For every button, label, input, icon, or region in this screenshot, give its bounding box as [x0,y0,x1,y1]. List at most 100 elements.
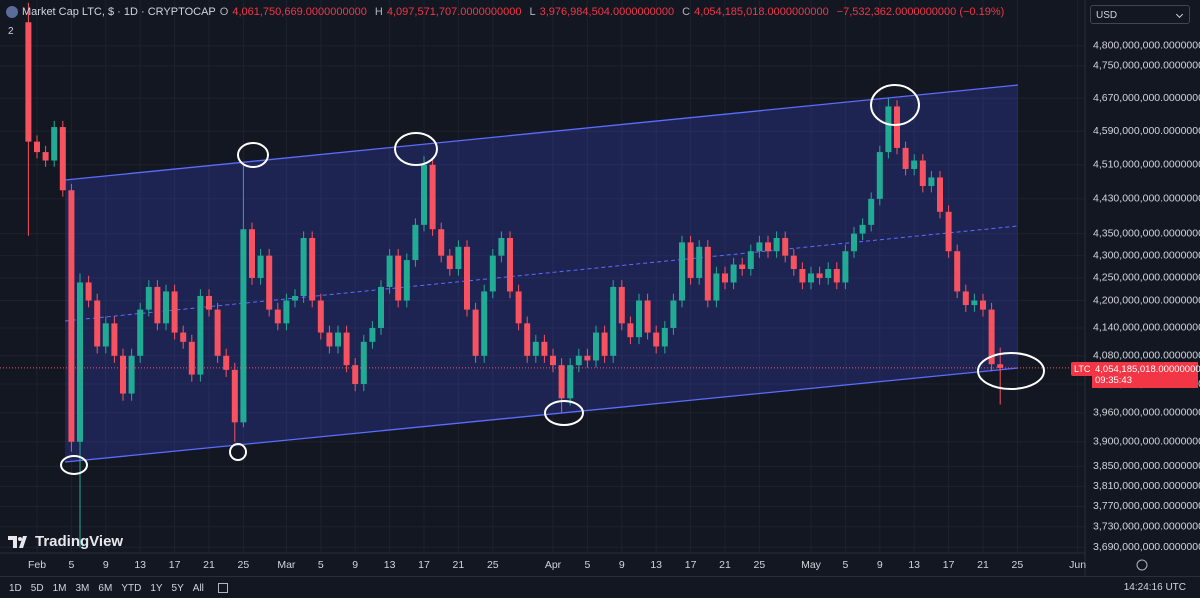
candle-body [266,255,273,310]
y-tick-label: 3,960,000,000.0000000000 [1093,406,1200,418]
y-tick-label: 3,730,000,000.0000000000 [1093,521,1200,533]
candle-body [180,332,187,342]
channel-bottom [64,367,1019,463]
candle-body [790,255,797,269]
range-button[interactable]: 5Y [171,582,184,594]
y-tick-label: 4,800,000,000.0000000000 [1093,40,1200,52]
x-tick-label: Feb [28,559,46,571]
x-tick-label: 21 [977,559,989,571]
annotations [60,84,1045,475]
candle-body [274,309,281,324]
candle-body [644,300,651,333]
y-tick-label: 4,300,000,000.0000000000 [1093,249,1200,261]
candle-body [937,177,943,212]
price-tag-value: 4,054,185,018.0000000000 [1095,364,1200,375]
circle-annotation [544,400,584,426]
candle-body [541,341,548,356]
y-tick-label: 4,510,000,000.0000000000 [1093,159,1200,171]
range-button[interactable]: 3M [75,582,90,594]
candle-body [472,309,479,356]
candle-body [77,282,83,442]
candle-body [171,291,178,333]
price-tag: 4,054,185,018.0000000000 09:35:43 [1092,362,1200,388]
candle-body [378,286,384,328]
x-tick-label: 5 [318,559,324,571]
x-tick-label: May [801,559,822,571]
candle-body [593,332,599,361]
x-tick-label: 25 [754,559,766,571]
candle-body [34,141,40,153]
range-button[interactable]: 6M [98,582,113,594]
candle-body [515,291,522,324]
candle-body [997,364,1004,368]
candle-body [696,246,703,278]
candle-body [369,327,376,342]
range-button[interactable]: YTD [121,582,142,594]
range-button[interactable]: All [192,582,204,594]
ohlc-value: 4,097,571,707.0000000000 [386,6,522,18]
candle-body [412,224,419,261]
candle-body [532,341,539,356]
candle-body [403,260,410,301]
settings-icon[interactable] [1136,559,1148,571]
candle-body [584,355,591,361]
candle-body [137,309,144,356]
channel-top [64,84,1019,181]
x-tick-label: 21 [203,559,215,571]
candle-body [859,224,866,234]
range-button[interactable]: 1M [52,582,67,594]
candle-body [163,291,169,324]
candle-body [59,127,66,191]
x-tick-label: 5 [584,559,590,571]
candle-body [446,255,453,269]
circle-annotation [977,352,1045,390]
x-tick-label: 13 [908,559,920,571]
candle-body [128,355,135,394]
candle-body [421,164,427,225]
candle-body [722,273,728,283]
candle-body [799,268,806,283]
logo: TradingView [8,533,123,550]
candle-body [567,365,574,399]
candle-body [988,309,995,365]
chart-title: Market Cap LTC, $ · 1D · CRYPTOCAP [22,6,216,18]
x-tick-label: Apr [545,559,562,571]
ohlc-value: 4,054,185,018.0000000000 [694,6,829,18]
indicator-count[interactable]: 2 [8,26,14,37]
candle-body [601,332,608,356]
logo-mark [8,535,27,548]
currency-select[interactable]: USD [1090,5,1190,24]
range-button[interactable]: 1D [9,582,22,594]
candle-body [627,323,634,338]
candle-body [928,177,935,186]
calendar-icon[interactable] [217,583,228,593]
candle-body [395,255,402,301]
candle-body [773,237,780,252]
channel-mid [64,225,1019,322]
x-tick-label: 13 [384,559,396,571]
candle-body [868,198,875,225]
candle-body [945,211,952,252]
candle-body [360,341,367,385]
candle-body [825,268,832,278]
x-tick-label: 21 [719,559,731,571]
candle-body [765,242,771,252]
y-tick-label: 3,690,000,000.0000000000 [1093,541,1200,553]
clock: 14:24:16 UTC [1123,582,1186,593]
y-tick-label: 4,750,000,000.0000000000 [1093,60,1200,72]
range-button[interactable]: 1Y [150,582,163,594]
x-tick-label: 9 [103,559,109,571]
ohlc-key: C [682,6,691,18]
grid-layer [0,0,1085,552]
x-tick-label: 25 [238,559,250,571]
range-button[interactable]: 5D [30,582,44,594]
candle-body [911,160,918,169]
y-tick-label: 3,810,000,000.0000000000 [1093,480,1200,492]
candle-body [51,127,58,161]
x-tick-label: Mar [277,559,296,571]
candle-body [25,22,32,142]
candle-body [670,300,677,328]
candle-body [747,251,754,269]
candle-body [481,291,488,356]
